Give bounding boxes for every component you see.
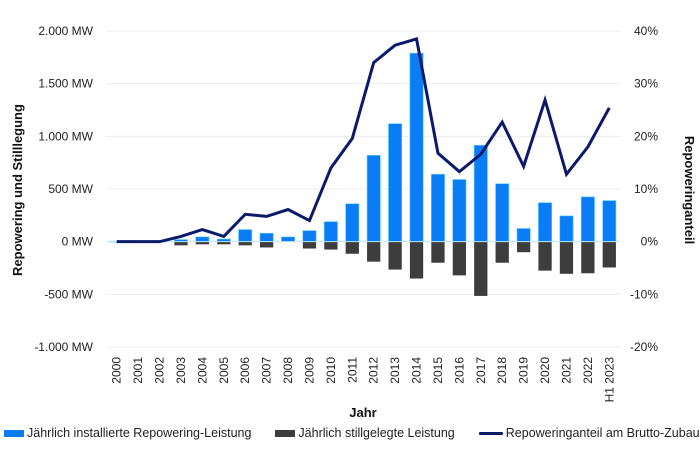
y2-tick-label: -20% [630, 340, 658, 354]
bar-decommissioned [538, 241, 552, 271]
bar-decommissioned [559, 241, 574, 274]
x-tick-label: 2017 [474, 357, 488, 384]
y-axis-title: Repowering und Stilllegung [10, 104, 25, 276]
legend-swatch-installed [4, 429, 24, 437]
bar-decommissioned [474, 241, 488, 296]
bar-installed [388, 123, 403, 242]
y2-tick-label: 0% [641, 235, 659, 249]
bar-decommissioned [217, 241, 231, 245]
x-tick-label: 2014 [410, 357, 424, 384]
x-axis-ticks: 2000 2001 2002 2003 2004 2005 2006 2007 2008 2009… [110, 357, 617, 403]
legend-label-decommissioned: Jährlich stillgelegte Leistung [298, 426, 455, 440]
x-tick-label: 2007 [260, 357, 274, 384]
bar-installed [538, 202, 552, 242]
right-axis-ticks: 40% 30% 20% 10% 0% -10% -20% [630, 24, 658, 354]
left-axis-ticks: 2.000 MW 1.500 MW 1.000 MW 500 MW 0 MW -500 M… [34, 24, 93, 354]
bar-installed [302, 230, 317, 242]
bar-decommissioned [452, 241, 467, 276]
bar-decommissioned [345, 241, 359, 254]
bar-installed [195, 236, 210, 242]
bar-decommissioned [602, 241, 616, 268]
y2-tick-label: -10% [630, 287, 658, 301]
y-tick-label: -500 MW [44, 287, 93, 301]
y-tick-label: 500 MW [48, 182, 93, 196]
bar-decommissioned [259, 241, 274, 248]
bar-installed [238, 229, 253, 242]
bars [106, 52, 620, 296]
line-repowering-share [116, 36, 611, 244]
bar-installed [345, 203, 360, 242]
bar-installed [323, 221, 338, 242]
y2-tick-label: 40% [634, 24, 658, 38]
x-tick-label: 2013 [388, 357, 402, 384]
y2-axis-title: Repoweringanteil [682, 136, 697, 244]
legend-item-installed: Jährlich installierte Repowering-Leistun… [4, 426, 251, 440]
x-tick-label: 2003 [174, 357, 188, 384]
bar-decommissioned [324, 241, 338, 250]
bar-installed [366, 154, 381, 242]
x-tick-label: 2004 [195, 357, 209, 384]
y-tick-label: -1.000 MW [34, 340, 93, 354]
bar-installed [495, 183, 510, 242]
y2-tick-label: 10% [634, 182, 658, 196]
x-tick-label: 2006 [238, 357, 252, 384]
line-series [116, 36, 611, 244]
x-tick-label: H1 2023 [602, 357, 616, 403]
bar-decommissioned [174, 241, 188, 246]
bar-decommissioned [431, 241, 445, 263]
y-tick-label: 1.000 MW [38, 129, 93, 143]
bar-installed [602, 200, 617, 242]
y-tick-label: 1.500 MW [38, 77, 93, 91]
bar-installed [281, 236, 295, 242]
x-tick-label: 2000 [110, 357, 124, 384]
legend-swatch-decommissioned [275, 429, 296, 437]
x-tick-label: 2021 [559, 357, 573, 384]
bar-decommissioned [516, 241, 531, 253]
legend-label-share: Repoweringanteil am Brutto-Zubau [505, 426, 700, 440]
y2-tick-label: 20% [634, 129, 658, 143]
x-tick-label: 2009 [302, 357, 316, 384]
x-tick-label: 2016 [452, 357, 466, 384]
x-tick-label: 2015 [431, 357, 445, 384]
x-tick-label: 2001 [131, 357, 145, 384]
x-tick-label: 2022 [581, 357, 595, 384]
bar-decommissioned [238, 241, 252, 246]
bar-decommissioned [195, 241, 210, 245]
x-tick-label: 2010 [324, 357, 338, 384]
y2-tick-label: 30% [634, 77, 658, 91]
bar-decommissioned [388, 241, 402, 270]
legend-item-share: Repoweringanteil am Brutto-Zubau [478, 426, 700, 440]
legend-item-decommissioned: Jährlich stillgelegte Leistung [275, 426, 455, 440]
bar-decommissioned [495, 241, 509, 263]
gridlines [106, 30, 620, 348]
bar-installed [409, 52, 424, 242]
y-tick-label: 0 MW [62, 235, 94, 249]
bar-installed [259, 232, 274, 242]
x-tick-label: 2005 [217, 357, 231, 384]
bar-decommissioned [581, 241, 595, 274]
legend: Jährlich installierte Repowering-Leistun… [0, 424, 700, 442]
bar-installed [516, 228, 531, 242]
bar-installed [452, 179, 467, 242]
x-tick-label: 2012 [367, 357, 381, 384]
y-tick-label: 2.000 MW [38, 24, 93, 38]
x-tick-label: 2002 [153, 357, 167, 384]
bar-decommissioned [409, 241, 424, 279]
x-tick-label: 2019 [517, 357, 531, 384]
bar-installed [580, 196, 595, 242]
bar-installed [559, 215, 574, 242]
bar-installed [431, 173, 445, 242]
legend-label-installed: Jährlich installierte Repowering-Leistun… [27, 426, 252, 440]
bar-decommissioned [367, 241, 381, 262]
bar-decommissioned [302, 241, 317, 249]
legend-line-share [478, 431, 503, 435]
x-tick-label: 2018 [495, 357, 509, 384]
x-axis-title: Jahr [349, 405, 376, 420]
x-tick-label: 2011 [345, 357, 359, 383]
x-tick-label: 2020 [538, 357, 552, 384]
x-tick-label: 2008 [281, 357, 295, 384]
